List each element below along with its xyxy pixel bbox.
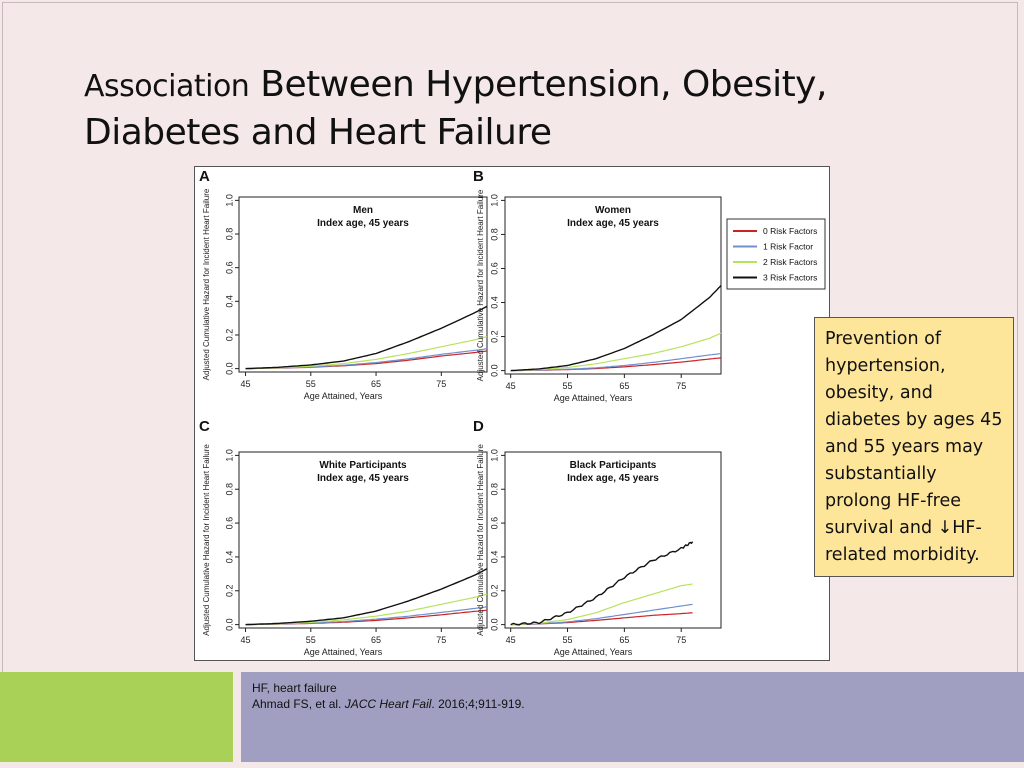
y-tick-label: 1.0 — [224, 194, 234, 207]
y-tick-label: 0.4 — [489, 551, 499, 564]
panel-subtitle-B: Index age, 45 years — [567, 218, 659, 229]
y-tick-label: 0.8 — [489, 228, 499, 241]
legend-label: 0 Risk Factors — [763, 226, 817, 236]
reference: Ahmad FS, et al. JACC Heart Fail. 2016;4… — [252, 696, 525, 712]
panel-subtitle-A: Index age, 45 years — [317, 218, 409, 229]
slide-title: Association Between Hypertension, Obesit… — [84, 62, 984, 156]
x-tick-label: 55 — [306, 635, 316, 645]
y-axis-label-D: Adjusted Cumulative Hazard for Incident … — [476, 444, 485, 636]
series-line-D-2 — [510, 583, 693, 626]
chart-figure: A Men Index age, 45 years 0.0 0.2 0.4 0.6 0.8 1.… — [199, 168, 826, 657]
callout-box: Prevention of hypertension, obesity, and… — [814, 317, 1014, 577]
series-line-B-2 — [510, 332, 722, 372]
panel-title-A: Men — [353, 205, 373, 216]
series-line-B-1 — [510, 353, 722, 372]
title-line2: Diabetes and Heart Failure — [84, 112, 552, 153]
panel-subtitle-C: Index age, 45 years — [317, 473, 409, 484]
series-line-C-1 — [245, 606, 488, 626]
panel-title-B: Women — [595, 205, 631, 216]
legend-label: 3 Risk Factors — [763, 273, 817, 283]
x-tick-label: 65 — [371, 635, 381, 645]
series-line-D-1 — [510, 603, 693, 626]
y-tick-label: 0.6 — [489, 517, 499, 530]
plot-frame-D — [504, 451, 722, 629]
series-line-D-3 — [510, 541, 694, 626]
y-tick-label: 0.0 — [489, 364, 499, 377]
footer-divider — [233, 672, 241, 762]
y-tick-label: 1.0 — [224, 449, 234, 462]
x-tick-label: 45 — [241, 635, 251, 645]
series-line-A-1 — [245, 348, 488, 370]
y-tick-label: 0.0 — [489, 618, 499, 631]
y-axis-label-B: Adjusted Cumulative Hazard for Incident … — [476, 189, 485, 381]
panel-letter-B: B — [473, 168, 484, 185]
title-part1: Association — [84, 69, 250, 104]
x-tick-label: 65 — [619, 381, 629, 391]
y-tick-label: 0.4 — [489, 296, 499, 309]
plot-frame-C — [238, 451, 488, 629]
series-line-B-3 — [510, 285, 722, 372]
panel-letter-A: A — [199, 168, 210, 185]
x-axis-label-A: Age Attained, Years — [304, 391, 383, 401]
y-tick-label: 1.0 — [489, 194, 499, 207]
reference-details: . 2016;4;911-919. — [431, 697, 525, 711]
x-tick-label: 75 — [436, 635, 446, 645]
x-tick-label: 45 — [506, 381, 516, 391]
panel-title-D: Black Participants — [570, 460, 657, 471]
y-axis-label-A: Adjusted Cumulative Hazard for Incident … — [202, 188, 211, 380]
panel-title-C: White Participants — [319, 460, 407, 471]
reference-journal: JACC Heart Fail — [344, 697, 432, 711]
x-tick-label: 55 — [306, 379, 316, 389]
title-part2: Between Hypertension, Obesity, — [249, 64, 827, 105]
y-tick-label: 0.2 — [224, 585, 234, 598]
y-axis-label-C: Adjusted Cumulative Hazard for Incident … — [202, 444, 211, 636]
panel-letter-C: C — [199, 418, 210, 435]
figure-panel: A Men Index age, 45 years 0.0 0.2 0.4 0.6 0.8 1.… — [194, 166, 830, 661]
x-tick-label: 75 — [676, 635, 686, 645]
y-tick-label: 0.2 — [489, 330, 499, 343]
y-tick-label: 0.8 — [224, 483, 234, 496]
plot-frame-A — [238, 196, 488, 373]
x-axis-label-D: Age Attained, Years — [554, 647, 633, 657]
x-tick-label: 55 — [563, 381, 573, 391]
y-tick-label: 0.6 — [224, 517, 234, 530]
y-tick-label: 0.4 — [224, 551, 234, 564]
y-tick-label: 0.6 — [224, 261, 234, 274]
legend-label: 1 Risk Factor — [763, 242, 813, 252]
reference-authors: Ahmad FS, et al. — [252, 697, 345, 711]
y-tick-label: 0.8 — [224, 228, 234, 241]
footer-green-band — [0, 672, 233, 762]
x-tick-label: 75 — [436, 379, 446, 389]
y-tick-label: 0.2 — [489, 585, 499, 598]
x-tick-label: 65 — [371, 379, 381, 389]
y-tick-label: 0.0 — [224, 362, 234, 375]
x-tick-label: 75 — [676, 381, 686, 391]
x-tick-label: 55 — [563, 635, 573, 645]
y-tick-label: 0.6 — [489, 262, 499, 275]
legend-label: 2 Risk Factors — [763, 257, 817, 267]
y-tick-label: 1.0 — [489, 449, 499, 462]
x-tick-label: 65 — [619, 635, 629, 645]
panel-letter-D: D — [473, 418, 484, 435]
y-tick-label: 0.4 — [224, 295, 234, 308]
y-tick-label: 0.2 — [224, 329, 234, 342]
x-axis-label-B: Age Attained, Years — [554, 393, 633, 403]
y-tick-label: 0.8 — [489, 483, 499, 496]
citation: HF, heart failure Ahmad FS, et al. JACC … — [252, 680, 525, 712]
x-tick-label: 45 — [506, 635, 516, 645]
panel-subtitle-D: Index age, 45 years — [567, 473, 659, 484]
abbreviation-note: HF, heart failure — [252, 681, 337, 695]
series-line-A-2 — [245, 336, 488, 370]
x-axis-label-C: Age Attained, Years — [304, 647, 383, 657]
series-line-C-3 — [245, 568, 488, 626]
footer-blue-band — [241, 672, 1024, 762]
series-line-A-3 — [245, 305, 488, 370]
y-tick-label: 0.0 — [224, 618, 234, 631]
x-tick-label: 45 — [241, 379, 251, 389]
